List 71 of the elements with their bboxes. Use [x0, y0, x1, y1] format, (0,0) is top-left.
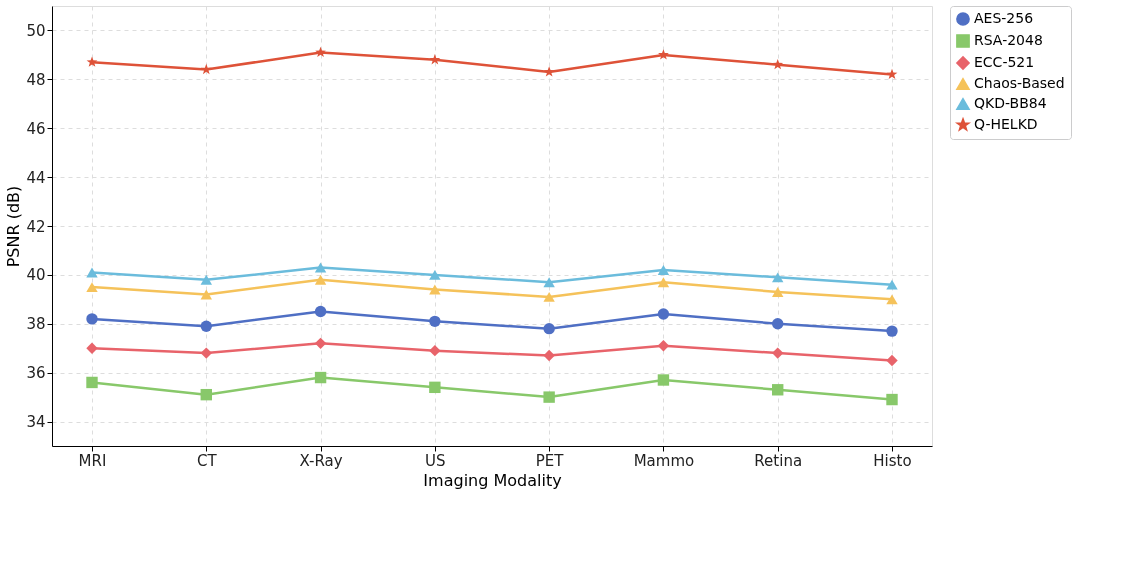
y-tick-label: 46: [26, 119, 46, 138]
point: [86, 376, 98, 389]
point: [86, 56, 98, 67]
y-tick-label: 48: [26, 70, 46, 89]
point: [429, 269, 441, 280]
point: [543, 322, 555, 335]
legend-label: Q-HELKD: [974, 116, 1038, 132]
point: [657, 340, 670, 352]
point: [429, 381, 441, 394]
point: [314, 371, 327, 384]
point: [86, 313, 98, 325]
point: [658, 49, 669, 60]
legend-label: Chaos-Based: [974, 75, 1065, 91]
point: [772, 384, 784, 396]
point: [200, 320, 212, 332]
point: [429, 54, 441, 65]
point: [314, 274, 327, 285]
y-tick-label: 42: [26, 217, 46, 236]
point: [886, 279, 898, 290]
point: [657, 277, 670, 288]
point: [314, 305, 327, 318]
x-tick-label: Histo: [873, 451, 912, 470]
x-tick-label: Retina: [754, 451, 803, 470]
y-tick-label: 40: [26, 266, 46, 285]
point: [543, 277, 555, 288]
point: [429, 344, 441, 357]
point: [86, 282, 98, 293]
x-tick-label: MRI: [78, 451, 107, 470]
x-tick-label: CT: [196, 451, 218, 470]
point: [429, 315, 441, 328]
x-tick-label: US: [425, 451, 446, 470]
y-axis-title: PSNR (dB): [4, 185, 24, 268]
y-tick-label: 36: [26, 364, 46, 383]
x-tick-label: Mammo: [633, 451, 695, 470]
point: [200, 63, 212, 75]
point: [543, 349, 555, 362]
x-axis-title: Imaging Modality: [423, 470, 562, 490]
legend-label: RSA-2048: [974, 32, 1043, 48]
legend-label: ECC-521: [974, 54, 1035, 70]
point: [772, 58, 784, 70]
point: [200, 274, 212, 285]
point: [657, 265, 670, 275]
legend-label: QKD-BB84: [974, 95, 1047, 111]
y-tick-label: 44: [26, 168, 46, 187]
point: [886, 354, 898, 367]
point: [86, 267, 98, 278]
point: [543, 291, 555, 302]
point: [886, 393, 898, 406]
x-tick-label: X-Ray: [299, 451, 343, 470]
point: [772, 287, 784, 297]
point: [772, 272, 784, 283]
point: [772, 318, 784, 330]
point: [772, 347, 784, 359]
point: [657, 308, 670, 320]
point: [886, 294, 898, 305]
point: [657, 374, 670, 386]
point: [200, 289, 212, 300]
point: [543, 66, 555, 77]
point: [314, 337, 327, 350]
point: [543, 391, 555, 403]
y-tick-label: 38: [26, 315, 46, 334]
point: [886, 325, 898, 337]
point: [314, 262, 327, 273]
x-tick-label: PET: [535, 451, 565, 470]
point: [200, 347, 212, 359]
point: [315, 46, 326, 58]
point: [200, 388, 212, 401]
point: [86, 342, 98, 354]
y-tick-label: 34: [26, 413, 46, 432]
legend-label: AES-256: [974, 10, 1034, 26]
y-tick-label: 50: [26, 21, 46, 40]
